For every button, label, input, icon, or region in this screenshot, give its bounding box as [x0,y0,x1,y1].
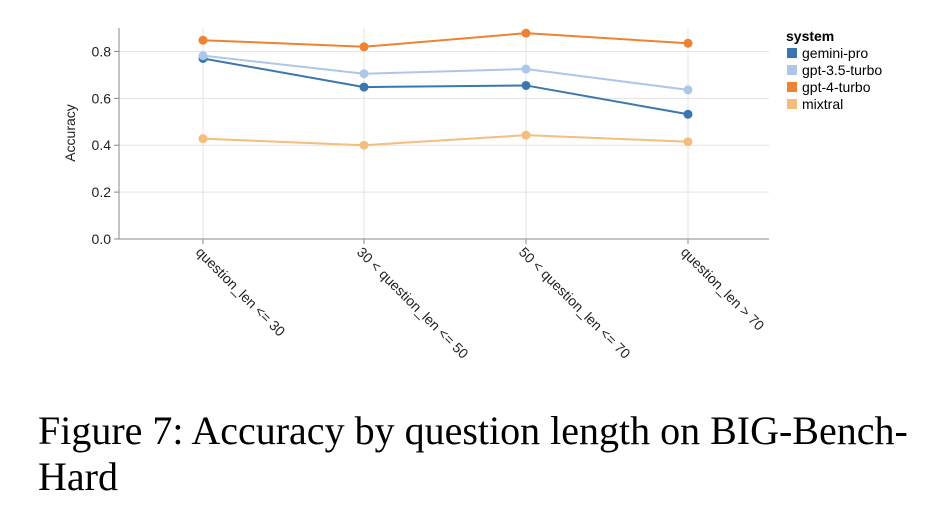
data-point-gpt-3.5-turbo [521,64,531,74]
y-tick-label: 0.2 [92,184,112,200]
figure-caption: Figure 7: Accuracy by question length on… [38,408,908,499]
series-line-gpt-3.5-turbo [202,54,689,91]
y-axis-title: Accuracy [62,104,78,162]
data-point-mixtral [521,130,531,140]
data-point-gemini-pro [521,80,531,90]
legend-swatch [787,82,797,92]
legend-label: gpt-4-turbo [802,79,871,95]
data-point-gemini-pro [683,109,693,119]
x-tick-label: question_len <= 30 [193,244,289,340]
series-line-mixtral [202,134,689,147]
series-line-gemini-pro [202,57,689,116]
axes [114,28,769,244]
data-point-gpt-3.5-turbo [198,51,208,61]
x-tick-label: 50 < question_len <= 70 [516,244,634,362]
data-point-gemini-pro [359,82,369,92]
x-tick-labels: question_len <= 30 30 < question_len <= 5… [193,244,768,362]
line-chart: question_len <= 30 30 < question_len <= 5… [62,28,882,362]
y-tick-label: 0.8 [92,43,112,59]
data-point-gpt-4-turbo [198,35,208,45]
data-point-gpt-3.5-turbo [683,85,693,95]
data-point-mixtral [359,140,369,150]
gridlines [119,28,769,239]
y-tick-label: 0.0 [92,231,112,247]
legend: system gemini-progpt-3.5-turbogpt-4-turb… [786,28,882,112]
series-line-gpt-4-turbo [202,32,689,48]
legend-swatch [787,48,797,58]
data-point-gpt-3.5-turbo [359,69,369,79]
data-point-gpt-4-turbo [359,42,369,52]
legend-title: system [786,28,834,44]
series-points [198,28,693,150]
y-tick-labels: 0.0 0.2 0.4 0.6 0.8 [92,43,112,247]
legend-swatch [787,99,797,109]
x-tick-label: question_len > 70 [678,244,768,334]
x-tick-label: 30 < question_len <= 50 [354,244,472,362]
data-point-mixtral [198,134,208,144]
y-tick-label: 0.4 [92,137,112,153]
legend-swatch [787,65,797,75]
legend-label: gpt-3.5-turbo [802,62,882,78]
series-lines [202,32,689,147]
data-point-gpt-4-turbo [683,38,693,48]
legend-label: mixtral [802,96,843,112]
y-tick-label: 0.6 [92,90,112,106]
data-point-gpt-4-turbo [521,28,531,38]
data-point-mixtral [683,137,693,147]
legend-label: gemini-pro [802,45,868,61]
